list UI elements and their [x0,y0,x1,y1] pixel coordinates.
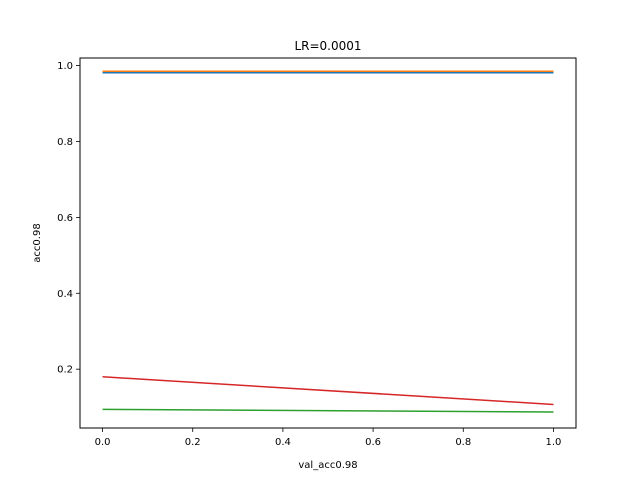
x-axis-ticks: 0.0 0.2 0.4 0.6 0.8 1.0 [95,428,562,448]
series-line-4 [102,376,554,406]
y-axis-label: acc0.98 [32,223,43,262]
plot-frame [79,57,577,429]
y-tick-label: 0.2 [57,365,73,376]
x-tick-label: 0.2 [185,437,201,448]
x-tick-label: 0.4 [275,437,291,448]
y-tick-label: 0.8 [57,137,73,148]
y-tick-label: 1.0 [57,61,73,72]
x-tick-label: 0.0 [95,437,111,448]
series-layer [102,70,554,413]
series-line-3 [102,408,554,413]
y-axis-ticks: 0.2 0.4 0.6 0.8 1.0 [57,61,80,376]
x-tick-label: 0.6 [365,437,381,448]
y-tick-label: 0.6 [57,213,73,224]
x-tick-label: 0.8 [455,437,471,448]
chart-title: LR=0.0001 [294,39,361,53]
x-axis-label: val_acc0.98 [298,460,357,471]
x-tick-label: 1.0 [546,437,562,448]
y-tick-label: 0.4 [57,289,73,300]
